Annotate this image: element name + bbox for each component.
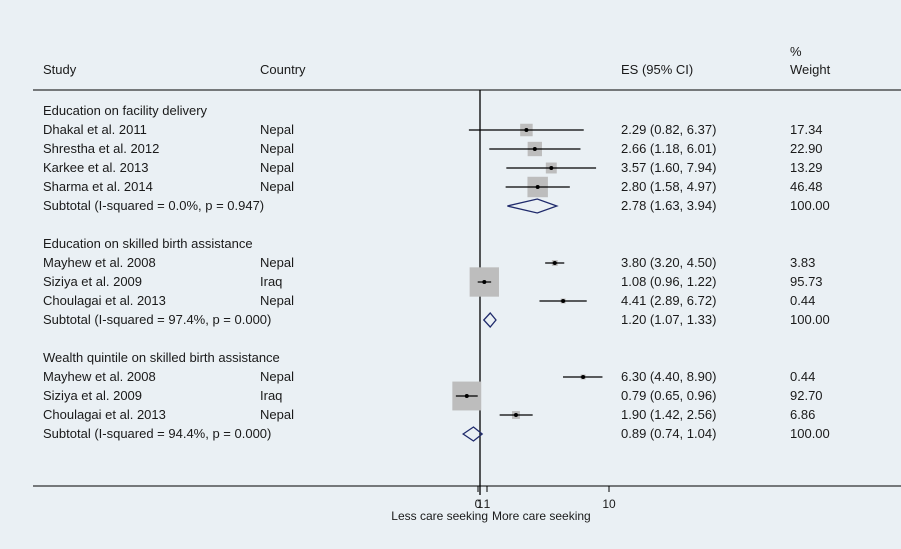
study-weight: 46.48 <box>790 179 823 194</box>
subtotal-es: 0.89 (0.74, 1.04) <box>621 426 716 441</box>
study-country: Iraq <box>260 274 282 289</box>
study-country: Nepal <box>260 122 294 137</box>
study-name: Siziya et al. 2009 <box>43 388 142 403</box>
study-es: 1.90 (1.42, 2.56) <box>621 407 716 422</box>
study-country: Nepal <box>260 141 294 156</box>
table-rows: Education on facility delivery Dhakal et … <box>43 103 830 441</box>
point-estimate <box>552 261 557 265</box>
study-country: Nepal <box>260 369 294 384</box>
point-estimate <box>532 147 537 151</box>
study-name: Mayhew et al. 2008 <box>43 369 156 384</box>
x-left-label: Less care seeking <box>391 509 488 523</box>
point-estimate <box>535 185 540 189</box>
x-right-label: More care seeking <box>492 509 591 523</box>
study-name: Choulagai et al. 2013 <box>43 407 166 422</box>
study-weight: 17.34 <box>790 122 823 137</box>
study-weight: 22.90 <box>790 141 823 156</box>
header-country: Country <box>260 62 306 77</box>
point-estimate <box>524 128 529 132</box>
study-country: Nepal <box>260 255 294 270</box>
plot-marks <box>452 90 603 495</box>
header-es: ES (95% CI) <box>621 62 693 77</box>
plot-panel: Study Country ES (95% CI) % Weight Educa… <box>10 10 901 549</box>
study-name: Dhakal et al. 2011 <box>43 122 147 137</box>
study-weight: 13.29 <box>790 160 823 175</box>
subtotal-diamond <box>507 198 559 214</box>
point-estimate <box>549 166 554 170</box>
study-es: 2.80 (1.58, 4.97) <box>621 179 716 194</box>
subtotal-es: 2.78 (1.63, 3.94) <box>621 198 716 213</box>
study-weight: 95.73 <box>790 274 823 289</box>
study-weight: 3.83 <box>790 255 815 270</box>
study-es: 2.29 (0.82, 6.37) <box>621 122 716 137</box>
subtotal-diamond <box>461 426 484 442</box>
subtotal-label: Subtotal (I-squared = 97.4%, p = 0.000) <box>43 312 271 327</box>
point-estimate <box>513 413 518 417</box>
x-axis: Less care seeking More care seeking 01 1 1… <box>391 486 616 523</box>
study-es: 3.80 (3.20, 4.50) <box>621 255 716 270</box>
study-weight: 92.70 <box>790 388 823 403</box>
group-title: Education on skilled birth assistance <box>43 236 253 251</box>
study-name: Shrestha et al. 2012 <box>43 141 159 156</box>
x-tick-label: 0 <box>475 497 482 511</box>
point-estimate <box>561 299 566 303</box>
study-name: Siziya et al. 2009 <box>43 274 142 289</box>
x-tick-label: 1 <box>477 497 484 511</box>
point-estimate <box>482 280 487 284</box>
study-es: 1.08 (0.96, 1.22) <box>621 274 716 289</box>
study-weight: 6.86 <box>790 407 815 422</box>
study-name: Mayhew et al. 2008 <box>43 255 156 270</box>
header-weight-line1: % <box>790 44 802 59</box>
study-es: 2.66 (1.18, 6.01) <box>621 141 716 156</box>
subtotal-es: 1.20 (1.07, 1.33) <box>621 312 716 327</box>
study-es: 4.41 (2.89, 6.72) <box>621 293 716 308</box>
subtotal-weight: 100.00 <box>790 198 830 213</box>
study-es: 6.30 (4.40, 8.90) <box>621 369 716 384</box>
subtotal-label: Subtotal (I-squared = 0.0%, p = 0.947) <box>43 198 264 213</box>
point-estimate <box>581 375 586 379</box>
study-name: Sharma et al. 2014 <box>43 179 153 194</box>
subtotal-weight: 100.00 <box>790 312 830 327</box>
subtotal-weight: 100.00 <box>790 426 830 441</box>
study-name: Choulagai et al. 2013 <box>43 293 166 308</box>
study-country: Nepal <box>260 179 294 194</box>
group-title: Education on facility delivery <box>43 103 208 118</box>
study-name: Karkee et al. 2013 <box>43 160 149 175</box>
column-headers: Study Country ES (95% CI) % Weight <box>43 44 831 77</box>
study-country: Nepal <box>260 160 294 175</box>
header-study: Study <box>43 62 77 77</box>
group-title: Wealth quintile on skilled birth assista… <box>43 350 280 365</box>
x-tick-label: 10 <box>602 497 616 511</box>
study-es: 3.57 (1.60, 7.94) <box>621 160 716 175</box>
x-tick-label: 1 <box>484 497 491 511</box>
study-country: Iraq <box>260 388 282 403</box>
subtotal-label: Subtotal (I-squared = 94.4%, p = 0.000) <box>43 426 271 441</box>
study-country: Nepal <box>260 293 294 308</box>
point-estimate <box>464 394 469 398</box>
subtotal-diamond <box>482 312 497 328</box>
study-weight: 0.44 <box>790 293 815 308</box>
study-weight: 0.44 <box>790 369 815 384</box>
study-country: Nepal <box>260 407 294 422</box>
forest-plot: Study Country ES (95% CI) % Weight Educa… <box>33 44 901 523</box>
study-es: 0.79 (0.65, 0.96) <box>621 388 716 403</box>
header-weight-line2: Weight <box>790 62 831 77</box>
